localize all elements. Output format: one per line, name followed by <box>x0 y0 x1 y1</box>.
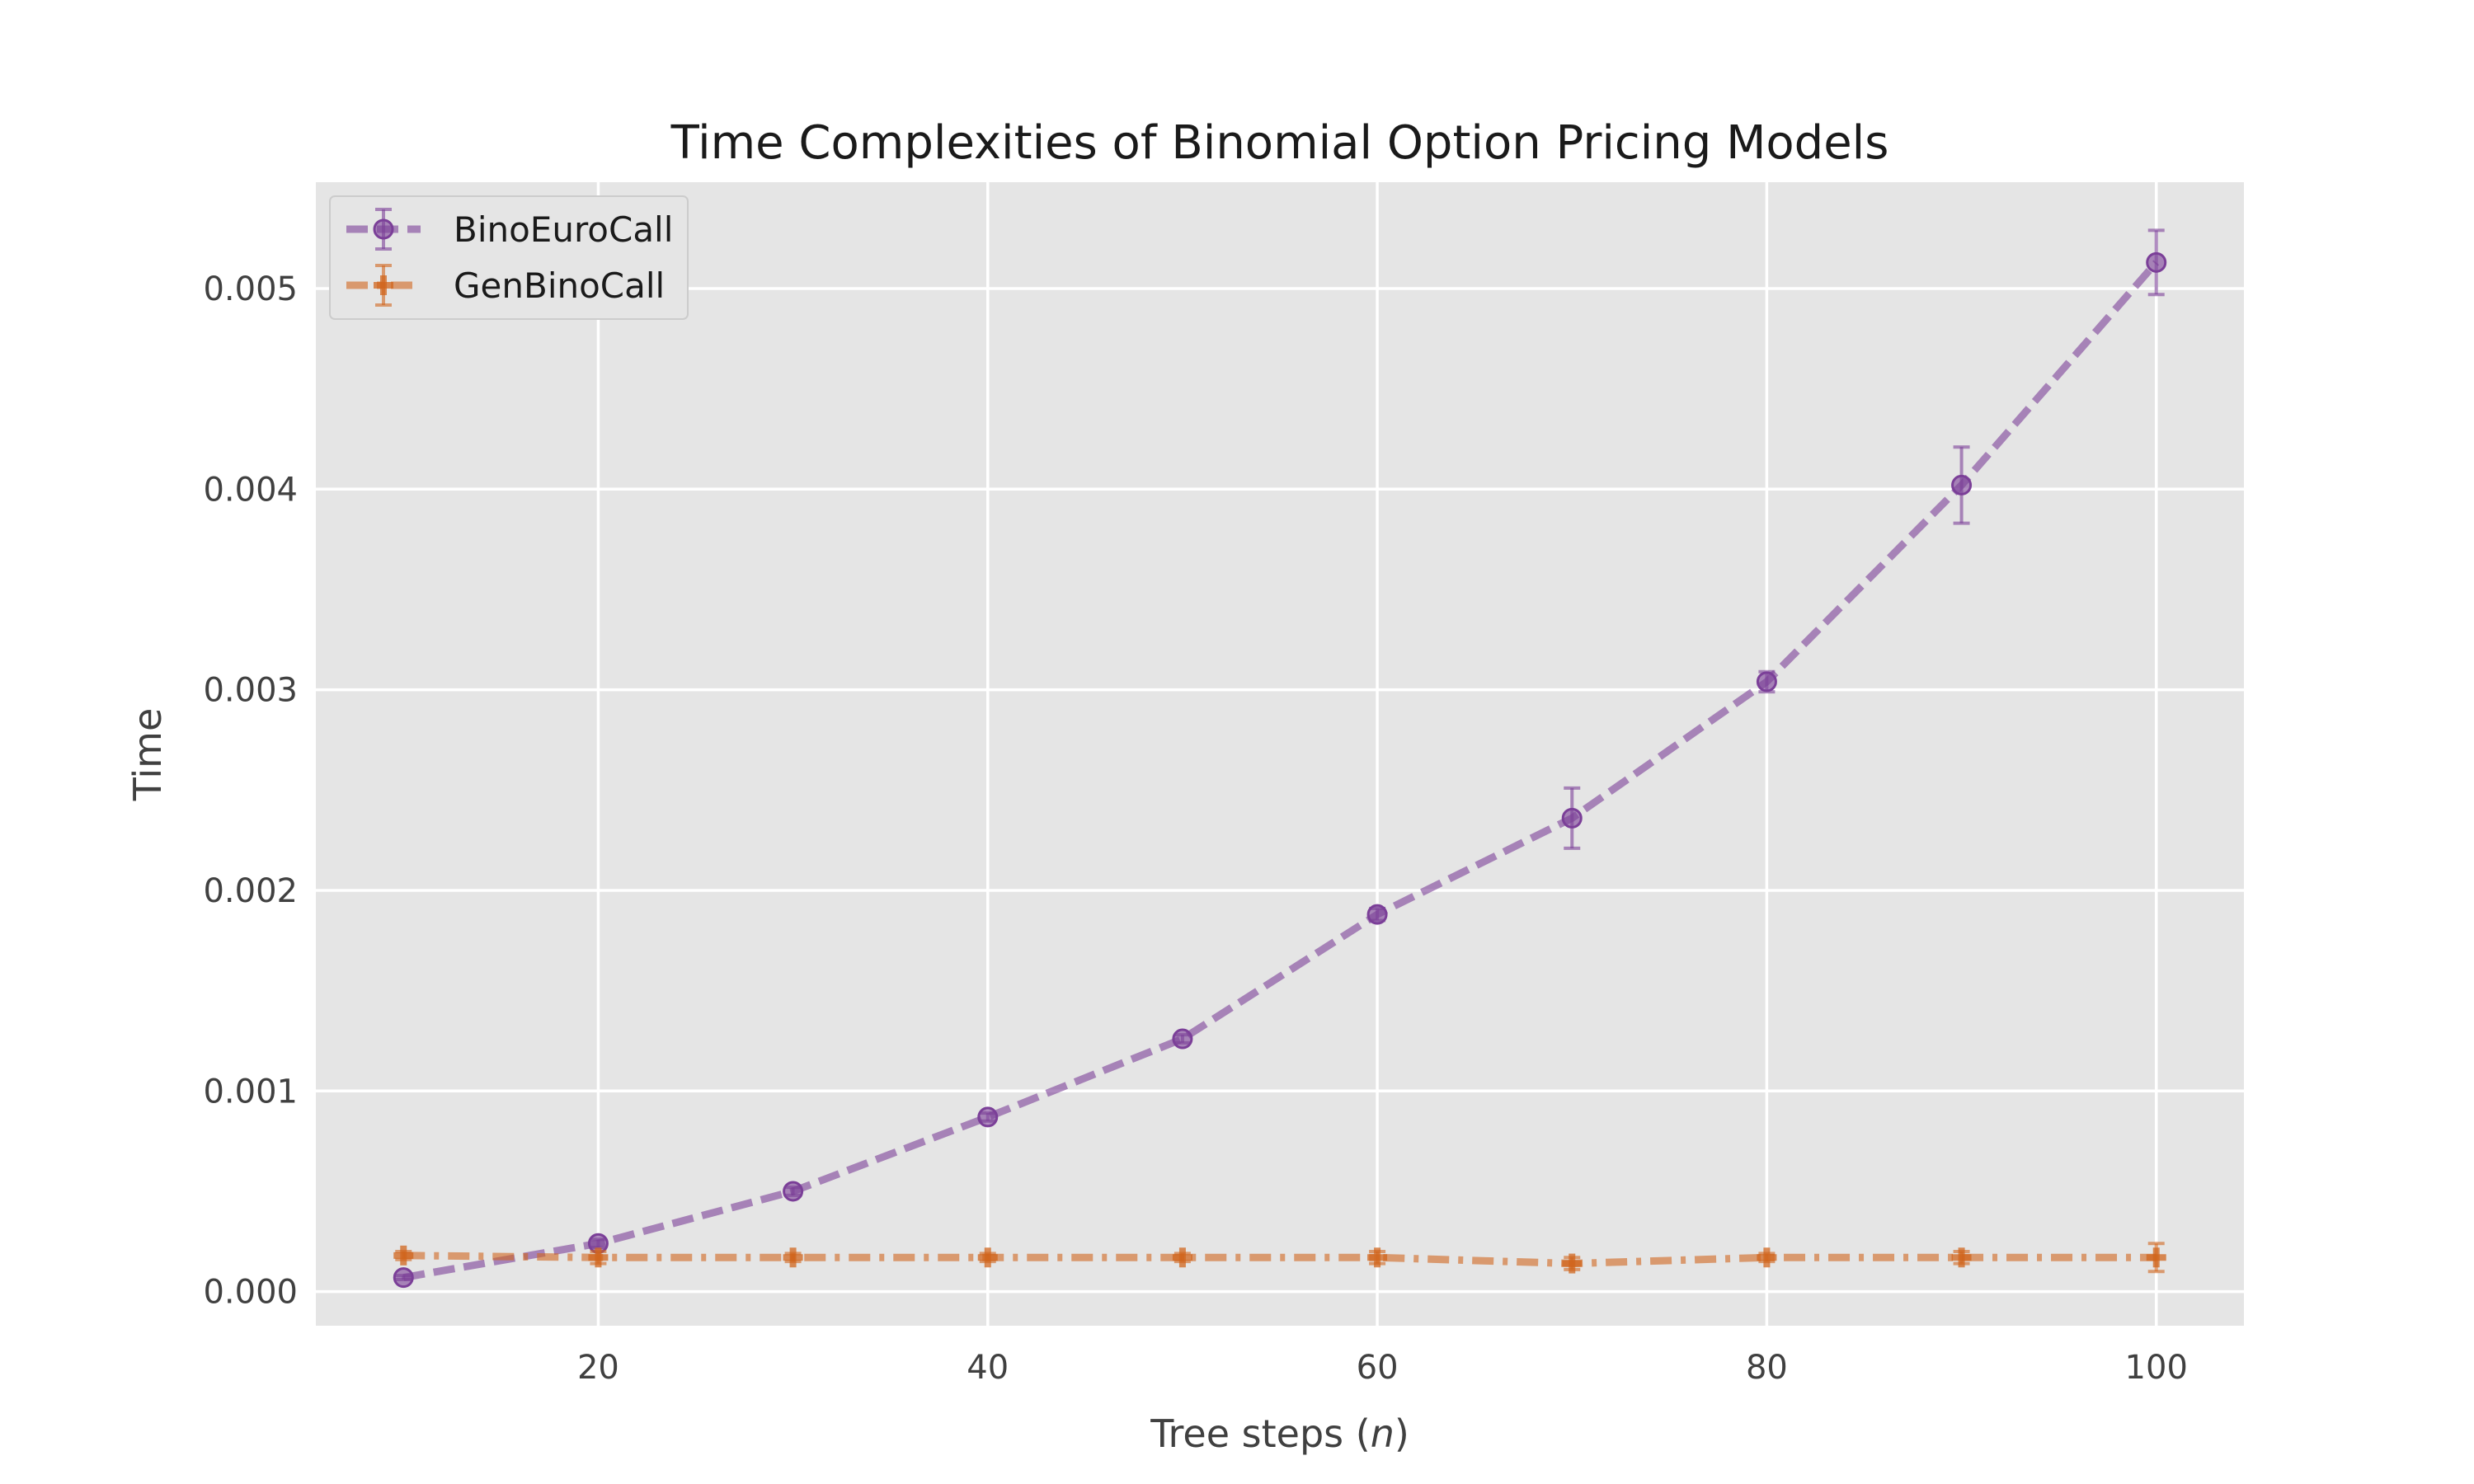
y-tick-label-2: 0.002 <box>203 872 298 910</box>
legend-label-GenBinoCall: GenBinoCall <box>454 265 665 306</box>
point-BinoEuroCall-40 <box>977 1106 999 1128</box>
point-GenBinoCall-10 <box>393 1245 414 1266</box>
x-axis-label: Tree steps (n) <box>1150 1411 1409 1456</box>
x-axis-label-variable: n <box>1371 1411 1395 1456</box>
x-axis-label-text: Tree steps ( <box>1150 1411 1371 1456</box>
point-GenBinoCall-100 <box>2146 1247 2166 1268</box>
x-tick-label-80: 80 <box>1746 1349 1788 1387</box>
point-BinoEuroCall-80 <box>1756 671 1777 693</box>
point-BinoEuroCall-10 <box>393 1267 414 1289</box>
chart-title: Time Complexities of Binomial Option Pri… <box>670 116 1889 170</box>
point-GenBinoCall-50 <box>1172 1247 1192 1268</box>
y-tick-label-5: 0.005 <box>203 270 298 308</box>
series-line-BinoEuroCall <box>402 260 2160 1282</box>
point-BinoEuroCall-50 <box>1172 1028 1193 1050</box>
point-GenBinoCall-80 <box>1757 1247 1777 1268</box>
x-axis-label-suffix: ) <box>1395 1411 1409 1456</box>
x-tick-label-60: 60 <box>1357 1349 1399 1387</box>
y-tick-label-1: 0.001 <box>203 1073 298 1111</box>
point-BinoEuroCall-30 <box>783 1181 804 1202</box>
point-GenBinoCall-70 <box>1562 1253 1583 1274</box>
y-tick-label-0: 0.000 <box>203 1274 298 1312</box>
point-GenBinoCall-20 <box>588 1247 609 1268</box>
point-GenBinoCall-60 <box>1367 1247 1388 1268</box>
point-GenBinoCall-90 <box>1951 1247 1972 1268</box>
point-GenBinoCall-30 <box>783 1247 803 1268</box>
legend-label-BinoEuroCall: BinoEuroCall <box>454 209 673 250</box>
grid-lines <box>316 182 2244 1326</box>
legend-marker-GenBinoCall <box>374 275 393 295</box>
legend-item-GenBinoCall: GenBinoCall <box>346 264 665 307</box>
point-BinoEuroCall-100 <box>2146 251 2167 273</box>
tick-labels: 20 40 60 80 100 0.000 0.001 0.002 0.003 0.004 0.00… <box>203 270 2187 1387</box>
point-BinoEuroCall-70 <box>1561 807 1583 829</box>
y-tick-label-3: 0.003 <box>203 672 298 710</box>
series-GenBinoCall <box>393 1242 2166 1274</box>
y-tick-label-4: 0.004 <box>203 471 298 509</box>
x-tick-label-100: 100 <box>2125 1349 2188 1387</box>
point-BinoEuroCall-90 <box>1951 474 1973 495</box>
x-tick-label-40: 40 <box>967 1349 1009 1387</box>
point-BinoEuroCall-60 <box>1366 904 1388 925</box>
plot-area <box>316 182 2244 1326</box>
series-layer <box>393 228 2167 1289</box>
point-GenBinoCall-40 <box>977 1247 998 1268</box>
legend-marker-BinoEuroCall <box>373 218 394 240</box>
series-BinoEuroCall <box>393 228 2167 1289</box>
legend-item-BinoEuroCall: BinoEuroCall <box>346 208 673 251</box>
legend: BinoEuroCall GenBinoCall <box>329 195 689 320</box>
y-axis-label: Time <box>125 708 170 802</box>
x-tick-label-20: 20 <box>577 1349 619 1387</box>
legend-items: BinoEuroCall GenBinoCall <box>346 208 673 307</box>
